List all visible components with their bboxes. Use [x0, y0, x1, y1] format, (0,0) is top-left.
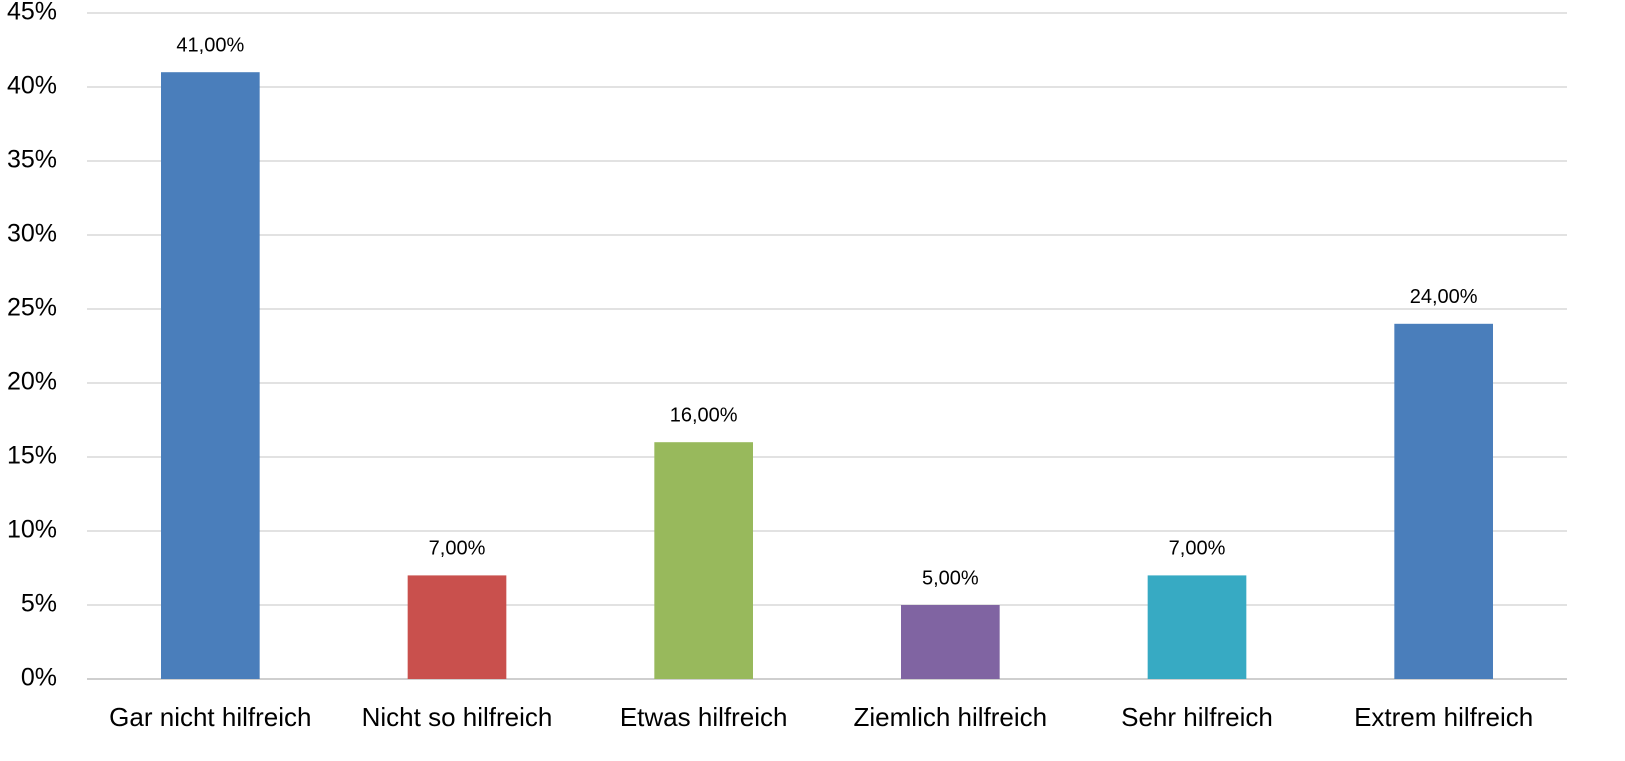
x-tick-label: Gar nicht hilfreich: [109, 702, 311, 732]
value-label: 7,00%: [429, 538, 486, 560]
y-tick-label: 0%: [21, 664, 57, 692]
value-label: 24,00%: [1410, 286, 1478, 308]
y-tick-label: 30%: [7, 220, 57, 248]
bar: [1394, 323, 1493, 679]
y-tick-label: 35%: [7, 146, 57, 174]
x-tick-label: Nicht so hilfreich: [362, 702, 553, 732]
y-tick-label: 40%: [7, 72, 57, 100]
value-label: 7,00%: [1169, 538, 1226, 560]
bar: [161, 72, 260, 679]
bar: [654, 442, 753, 679]
x-tick-label: Etwas hilfreich: [620, 702, 788, 732]
y-tick-label: 45%: [7, 0, 57, 26]
y-tick-label: 15%: [7, 442, 57, 470]
value-label: 16,00%: [670, 404, 738, 426]
x-tick-label: Sehr hilfreich: [1121, 702, 1273, 732]
x-tick-label: Extrem hilfreich: [1354, 702, 1533, 732]
bar: [1147, 575, 1247, 679]
bar: [407, 575, 507, 679]
y-tick-label: 25%: [7, 294, 57, 322]
x-tick-label: Ziemlich hilfreich: [854, 702, 1048, 732]
value-label: 5,00%: [922, 567, 979, 589]
y-tick-label: 20%: [7, 368, 57, 396]
y-tick-label: 5%: [21, 590, 57, 618]
bar: [901, 605, 1000, 679]
value-label: 41,00%: [176, 34, 244, 56]
y-tick-label: 10%: [7, 516, 57, 544]
